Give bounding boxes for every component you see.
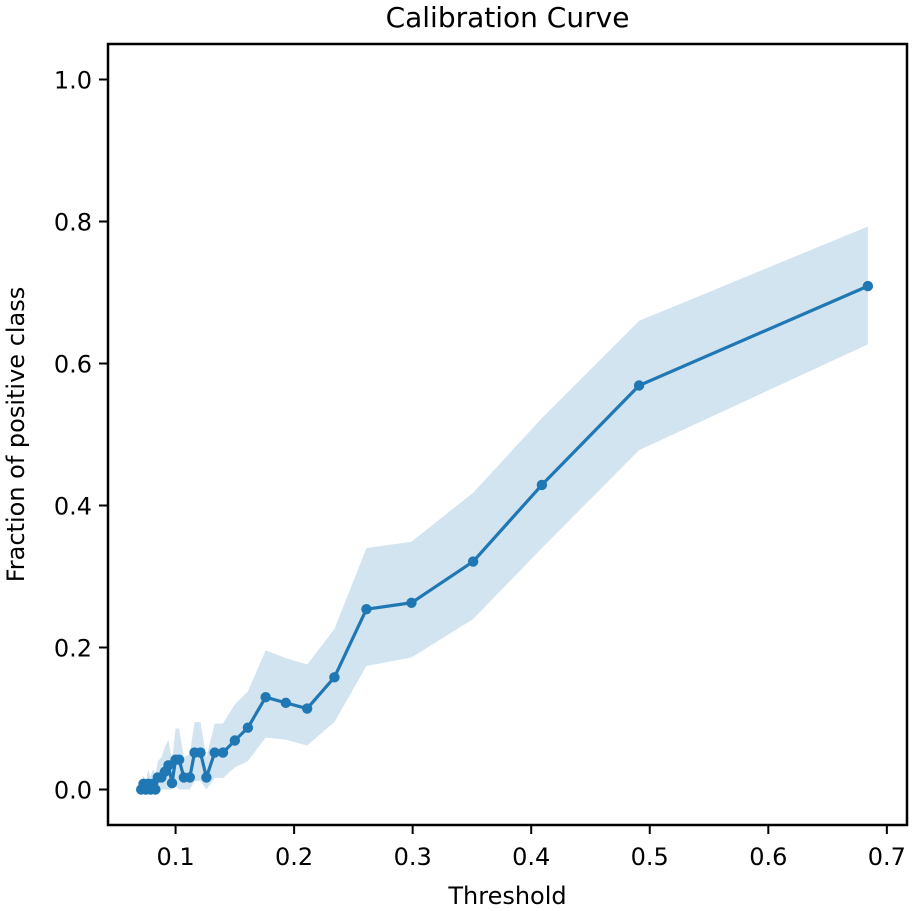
data-point	[166, 777, 178, 789]
data-point	[536, 479, 548, 491]
y-tick-label: 0.2	[54, 635, 92, 663]
data-point	[173, 754, 185, 765]
x-axis-label: Threshold	[447, 882, 566, 910]
data-point	[361, 603, 372, 615]
x-tick-label: 0.2	[275, 843, 313, 871]
y-tick-label: 0.0	[54, 777, 92, 805]
data-point	[242, 722, 254, 733]
confidence-band	[141, 226, 868, 790]
x-tick-label: 0.3	[394, 843, 432, 871]
data-point	[329, 672, 340, 683]
data-point	[260, 692, 271, 703]
y-axis-ticks: 0.0 0.2 0.4 0.6 0.8 1.0	[54, 67, 108, 805]
data-point	[280, 697, 292, 709]
data-point	[229, 735, 241, 746]
data-point	[184, 772, 195, 783]
data-point	[201, 772, 212, 783]
data-point	[195, 747, 206, 758]
data-point	[862, 280, 874, 292]
data-point	[633, 380, 645, 391]
x-tick-label: 0.1	[156, 843, 194, 871]
data-point	[406, 597, 417, 608]
y-tick-label: 1.0	[54, 67, 92, 95]
y-tick-label: 0.4	[54, 493, 92, 521]
y-axis-label: Fraction of positive class	[2, 287, 30, 583]
y-tick-label: 0.6	[54, 351, 92, 379]
data-point	[209, 747, 220, 758]
x-tick-label: 0.7	[868, 843, 906, 871]
data-point	[301, 703, 313, 714]
plot-area	[135, 226, 874, 795]
data-point	[163, 760, 174, 771]
chart-title: Calibration Curve	[386, 1, 630, 34]
plot-frame	[106, 42, 909, 827]
x-tick-label: 0.4	[512, 843, 550, 871]
x-tick-label: 0.5	[631, 843, 669, 871]
data-point	[467, 556, 479, 567]
data-point	[150, 784, 161, 795]
data-point	[217, 747, 229, 758]
x-tick-label: 0.6	[749, 843, 787, 871]
x-axis-ticks: 0.1 0.2 0.3 0.4 0.5 0.6 0.7	[156, 825, 906, 871]
y-tick-label: 0.8	[54, 209, 92, 237]
